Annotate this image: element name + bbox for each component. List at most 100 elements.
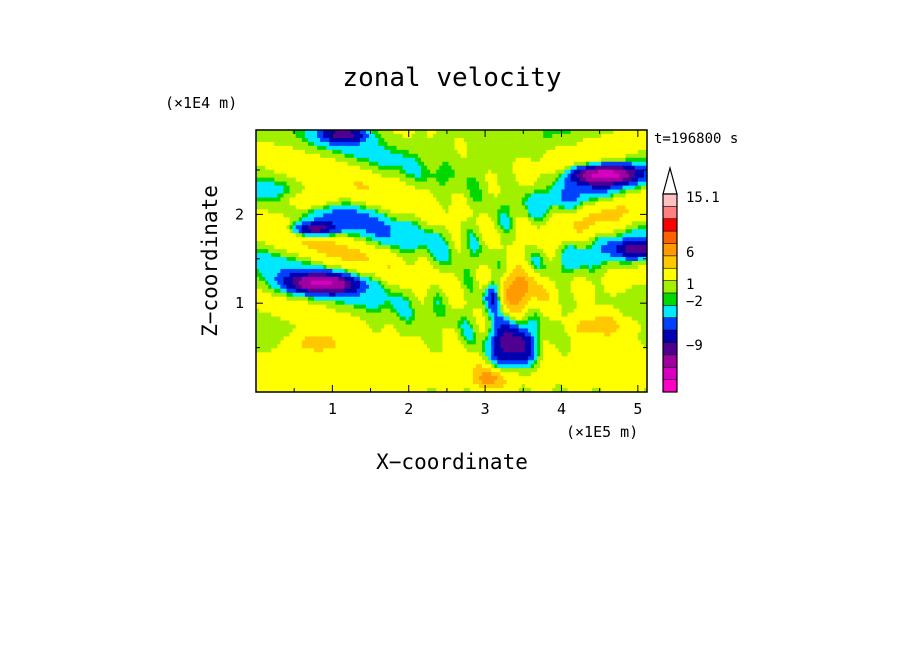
field-cell	[637, 264, 647, 270]
field-cell	[390, 209, 446, 214]
field-cell	[592, 264, 602, 270]
field-cell	[576, 173, 584, 179]
field-cell	[619, 189, 627, 195]
field-cell	[497, 312, 504, 318]
field-cell	[530, 364, 535, 369]
field-cell	[509, 316, 517, 322]
field-cell	[402, 153, 419, 159]
field-cell	[472, 197, 483, 202]
field-cell	[515, 237, 590, 242]
field-cell	[598, 197, 614, 202]
field-cell	[491, 169, 514, 175]
field-cell	[347, 245, 376, 250]
field-cell	[482, 312, 489, 318]
field-cell	[567, 173, 572, 179]
field-cell	[610, 292, 617, 298]
field-cell	[530, 348, 535, 353]
field-cell	[378, 165, 404, 171]
field-cell	[369, 161, 379, 167]
field-cell	[503, 376, 647, 381]
field-cell	[265, 241, 303, 246]
field-cell	[433, 229, 449, 234]
field-cell	[497, 217, 501, 222]
field-cell	[372, 276, 382, 282]
field-cell	[442, 344, 465, 349]
field-cell	[570, 165, 578, 171]
field-cell	[637, 225, 647, 230]
field-cell	[301, 221, 312, 226]
field-cell	[372, 169, 401, 175]
field-cell	[362, 133, 370, 139]
field-cell	[595, 300, 647, 306]
field-cell	[427, 221, 462, 226]
field-cell	[485, 336, 489, 341]
field-cell	[509, 284, 529, 290]
field-cell	[256, 344, 278, 349]
field-cell	[390, 300, 410, 306]
field-cell	[478, 264, 489, 270]
field-cell	[463, 388, 471, 392]
field-cell	[359, 284, 370, 290]
field-cell	[537, 348, 541, 353]
field-cell	[256, 217, 291, 222]
field-cell	[384, 213, 388, 218]
field-cell	[469, 193, 483, 198]
field-cell	[414, 130, 428, 135]
field-cell	[543, 344, 556, 349]
field-cell	[256, 388, 428, 392]
field-cell	[433, 304, 446, 310]
field-cell	[485, 316, 489, 322]
colorbar-swatch	[663, 206, 677, 220]
field-cell	[417, 225, 422, 230]
field-cell	[378, 130, 394, 135]
field-cell	[530, 253, 541, 258]
field-cell	[463, 304, 486, 310]
field-cell	[500, 304, 504, 310]
field-cell	[625, 245, 647, 250]
field-cell	[472, 368, 492, 373]
field-cell	[506, 296, 523, 302]
field-cell	[411, 320, 459, 326]
field-cell	[573, 205, 578, 210]
field-cell	[585, 177, 624, 183]
field-cell	[378, 217, 391, 222]
field-cell	[469, 205, 501, 210]
field-cell	[445, 312, 474, 318]
field-cell	[497, 328, 520, 333]
field-cell	[365, 229, 391, 234]
field-cell	[494, 300, 498, 306]
field-cell	[527, 209, 547, 214]
field-cell	[307, 213, 324, 218]
field-cell	[390, 225, 419, 230]
field-cell	[359, 233, 376, 238]
field-cell	[576, 141, 647, 147]
field-cell	[530, 157, 541, 163]
field-cell	[503, 225, 511, 230]
field-cell	[469, 388, 520, 392]
field-cell	[540, 336, 572, 341]
field-cell	[402, 292, 416, 298]
field-cell	[601, 157, 627, 163]
field-cell	[472, 288, 486, 294]
field-cell	[451, 193, 465, 198]
field-cell	[256, 189, 284, 195]
colorbar-label: 1	[686, 277, 694, 293]
field-cell	[595, 316, 614, 322]
field-cell	[332, 133, 355, 139]
field-cell	[256, 257, 288, 262]
field-cell	[378, 209, 391, 214]
field-cell	[475, 332, 489, 337]
field-cell	[304, 292, 330, 298]
field-cell	[298, 253, 327, 258]
field-cell	[512, 280, 529, 286]
field-cell	[592, 245, 602, 250]
field-cell	[369, 276, 373, 282]
field-cell	[274, 181, 288, 187]
field-cell	[478, 185, 489, 191]
field-cell	[344, 300, 385, 306]
field-cell	[503, 348, 526, 353]
field-cell	[546, 149, 639, 155]
field-cell	[408, 316, 416, 322]
field-cell	[457, 149, 468, 155]
field-cell	[433, 193, 452, 198]
